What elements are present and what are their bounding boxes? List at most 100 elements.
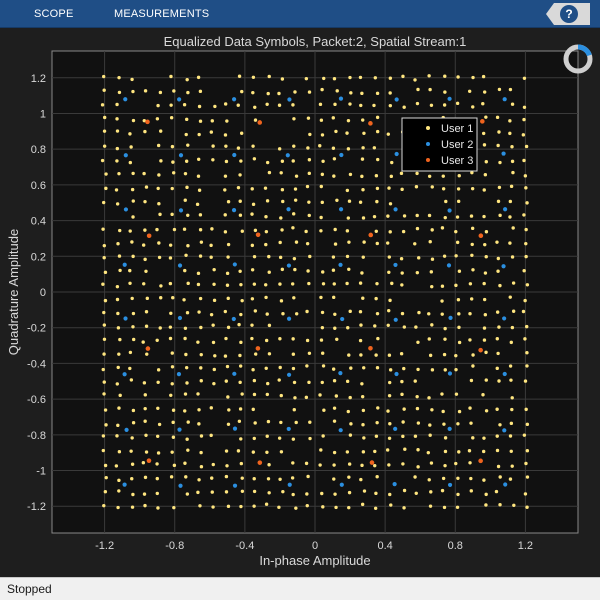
data-point [186,420,190,424]
data-point [478,458,483,464]
data-point [321,270,325,274]
data-point [185,77,189,82]
data-point [186,244,190,248]
data-point [238,173,242,177]
data-point [496,464,501,469]
data-point [267,74,271,79]
data-point [277,378,281,382]
x-tick-label: -0.8 [165,540,184,552]
data-point [102,392,106,396]
data-point [130,477,134,481]
status-bar: Stopped [0,577,600,600]
data-point [223,188,227,192]
data-point [265,392,270,397]
data-point [142,282,146,286]
data-point [159,284,163,288]
legend[interactable]: User 1 User 2 User 3 [401,117,478,172]
data-point [347,353,351,357]
data-point [226,255,230,259]
data-point [447,208,452,213]
data-point [102,256,106,260]
data-point [332,406,337,410]
data-point [332,282,336,286]
data-point [430,408,434,412]
y-tick-label: -1.2 [27,501,46,513]
data-point [375,91,380,96]
data-point [484,160,488,164]
data-point [240,476,244,480]
data-point [211,323,215,327]
data-point [304,76,309,81]
data-point [319,448,323,452]
data-point [143,419,147,423]
tab-scope[interactable]: SCOPE [34,8,74,20]
data-point [385,448,390,452]
data-point [183,326,188,330]
data-point [277,147,282,151]
data-point [224,144,228,148]
data-point [457,174,461,178]
data-point [320,310,325,315]
data-point [176,371,182,377]
data-point [498,502,502,507]
data-point [223,230,228,234]
data-point [131,492,135,497]
data-point [211,340,216,345]
data-point [156,506,160,510]
data-point [368,346,373,351]
data-point [444,199,448,204]
data-point [361,296,365,300]
data-point [360,502,365,507]
legend-entry: User 1 [441,123,473,135]
data-point [236,185,241,190]
data-point [199,240,204,244]
data-point [467,89,472,93]
data-point [253,228,258,233]
data-point [117,478,121,483]
data-point [293,396,297,400]
data-point [142,171,146,176]
data-point [232,262,237,267]
data-point [454,461,458,466]
data-point [196,271,201,276]
data-point [401,420,405,424]
data-point [347,505,351,510]
data-point [430,257,435,261]
data-point [415,226,420,231]
data-point [294,506,298,510]
x-tick-label: 1.2 [518,540,533,552]
data-point [279,216,283,220]
data-point [117,75,121,80]
data-point [178,153,184,158]
data-point [238,213,243,217]
data-point [525,201,529,205]
data-point [338,371,343,376]
data-point [482,326,487,330]
tab-measurements[interactable]: MEASUREMENTS [114,8,210,20]
data-point [279,299,284,303]
data-point [225,271,230,276]
data-point [443,326,447,331]
data-point [503,207,508,212]
data-point [388,202,393,206]
data-point [280,77,285,81]
data-point [321,505,325,509]
data-point [511,281,516,285]
data-point [224,474,229,479]
data-point [386,323,390,327]
data-point [169,475,174,479]
data-point [239,340,243,345]
data-point [523,298,527,303]
help-icon[interactable]: ? [560,5,578,23]
data-point [399,257,404,261]
data-point [318,102,323,107]
data-point [375,475,379,479]
data-point [143,503,147,508]
data-point [358,75,363,80]
data-point [131,199,135,203]
data-point [358,200,363,204]
data-point [280,159,285,163]
data-point [471,436,475,440]
data-point [130,187,135,192]
data-point [103,298,108,303]
